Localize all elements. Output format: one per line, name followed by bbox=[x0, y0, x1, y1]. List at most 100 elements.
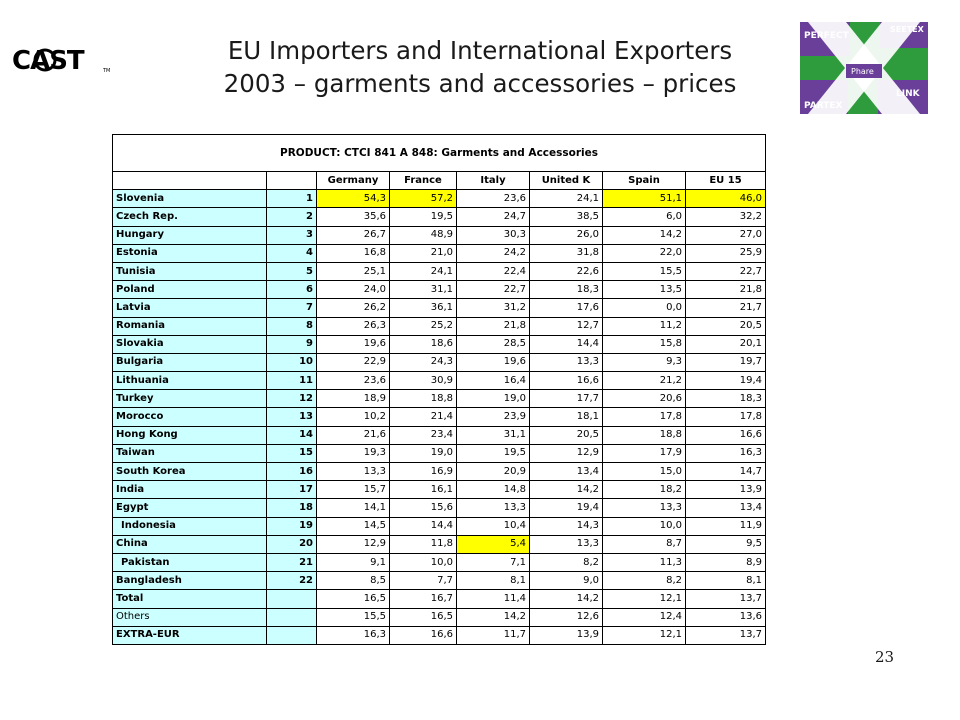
value-cell: 14,4 bbox=[529, 334, 603, 354]
value-cell: 57,2 bbox=[389, 189, 457, 209]
country-cell: Hungary bbox=[112, 225, 267, 245]
value-cell: 13,3 bbox=[529, 534, 603, 554]
value-cell: 22,0 bbox=[602, 243, 686, 263]
table-row: China 20 12,9 11,8 5,4 13,3 8,7 9,5 bbox=[112, 534, 766, 554]
svg-text:SEETEX: SEETEX bbox=[890, 25, 925, 34]
value-cell: 22,7 bbox=[685, 261, 766, 282]
value-cell: 16,3 bbox=[685, 443, 766, 464]
value-cell: 8,9 bbox=[685, 552, 766, 573]
value-cell: 18,9 bbox=[316, 389, 390, 409]
value-cell: 14,2 bbox=[456, 607, 530, 627]
value-cell: 35,6 bbox=[316, 207, 390, 227]
country-cell: Hong Kong bbox=[112, 425, 267, 445]
country-cell: Slovakia bbox=[112, 334, 267, 354]
country-cell: Poland bbox=[112, 280, 267, 300]
column-header: Germany bbox=[316, 170, 390, 191]
column-header: United K bbox=[529, 170, 603, 191]
table-row: Turkey 12 18,9 18,8 19,0 17,7 20,6 18,3 bbox=[112, 389, 766, 409]
table-row: Bulgaria 10 22,9 24,3 19,6 13,3 9,3 19,7 bbox=[112, 352, 766, 373]
value-cell: 8,7 bbox=[602, 534, 686, 554]
table-row: Bangladesh 22 8,5 7,7 8,1 9,0 8,2 8,1 bbox=[112, 571, 766, 591]
value-cell: 16,6 bbox=[529, 371, 603, 391]
value-cell: 16,4 bbox=[456, 371, 530, 391]
value-cell: 19,5 bbox=[456, 443, 530, 464]
value-cell: 8,5 bbox=[316, 571, 390, 591]
value-cell: 24,3 bbox=[389, 352, 457, 373]
value-cell: 17,9 bbox=[602, 443, 686, 464]
country-cell: Lithuania bbox=[112, 371, 267, 391]
value-cell: 23,6 bbox=[316, 371, 390, 391]
value-cell: 10,2 bbox=[316, 407, 390, 427]
rank-cell: 9 bbox=[266, 334, 317, 354]
value-cell: 16,8 bbox=[316, 243, 390, 263]
value-cell: 19,0 bbox=[456, 389, 530, 409]
rank-cell bbox=[266, 607, 317, 627]
value-cell: 5,4 bbox=[456, 534, 530, 554]
value-cell: 12,9 bbox=[316, 534, 390, 554]
rank-cell bbox=[266, 589, 317, 609]
value-cell: 20,1 bbox=[685, 334, 766, 354]
value-cell: 7,1 bbox=[456, 552, 530, 573]
value-cell: 15,0 bbox=[602, 461, 686, 482]
perfect-seetex-partex-link-logo: PERFECT SEETEX Phare PARTEX LINK bbox=[800, 22, 928, 114]
value-cell: 10,0 bbox=[602, 516, 686, 536]
table-row: Slovenia 1 54,3 57,2 23,6 24,1 51,1 46,0 bbox=[112, 189, 766, 209]
table-row: Egypt 18 14,1 15,6 13,3 19,4 13,3 13,4 bbox=[112, 498, 766, 518]
value-cell: 21,8 bbox=[456, 316, 530, 336]
value-cell: 15,8 bbox=[602, 334, 686, 354]
value-cell: 12,1 bbox=[602, 625, 686, 645]
value-cell: 18,8 bbox=[389, 389, 457, 409]
value-cell: 20,5 bbox=[529, 425, 603, 445]
value-cell: 16,5 bbox=[389, 607, 457, 627]
value-cell: 18,3 bbox=[529, 280, 603, 300]
value-cell: 31,8 bbox=[529, 243, 603, 263]
table-row: Estonia 4 16,8 21,0 24,2 31,8 22,0 25,9 bbox=[112, 243, 766, 263]
rank-cell: 5 bbox=[266, 261, 317, 282]
value-cell: 11,9 bbox=[685, 516, 766, 536]
column-header-row: Germany France Italy United K Spain EU 1… bbox=[112, 170, 766, 191]
value-cell: 24,0 bbox=[316, 280, 390, 300]
rank-cell: 2 bbox=[266, 207, 317, 227]
value-cell: 26,7 bbox=[316, 225, 390, 245]
price-table-body: PRODUCT: CTCI 841 A 848: Garments and Ac… bbox=[112, 134, 766, 645]
value-cell: 11,2 bbox=[602, 316, 686, 336]
value-cell: 19,4 bbox=[529, 498, 603, 518]
price-table: PRODUCT: CTCI 841 A 848: Garments and Ac… bbox=[112, 134, 766, 645]
value-cell: 13,6 bbox=[685, 607, 766, 627]
value-cell: 26,2 bbox=[316, 298, 390, 318]
country-cell: Bulgaria bbox=[112, 352, 267, 373]
value-cell: 16,6 bbox=[685, 425, 766, 445]
rank-cell: 6 bbox=[266, 280, 317, 300]
cast-logo-ring bbox=[33, 48, 57, 72]
table-row: Czech Rep. 2 35,6 19,5 24,7 38,5 6,0 32,2 bbox=[112, 207, 766, 227]
value-cell: 13,3 bbox=[602, 498, 686, 518]
rank-cell: 14 bbox=[266, 425, 317, 445]
value-cell: 14,2 bbox=[529, 480, 603, 500]
value-cell: 25,1 bbox=[316, 261, 390, 282]
value-cell: 31,1 bbox=[389, 280, 457, 300]
value-cell: 13,4 bbox=[685, 498, 766, 518]
value-cell: 15,5 bbox=[316, 607, 390, 627]
value-cell: 10,4 bbox=[456, 516, 530, 536]
column-header: Italy bbox=[456, 170, 530, 191]
table-row: Others 15,5 16,5 14,2 12,6 12,4 13,6 bbox=[112, 607, 766, 627]
value-cell: 19,7 bbox=[685, 352, 766, 373]
value-cell: 54,3 bbox=[316, 189, 390, 209]
value-cell: 13,7 bbox=[685, 589, 766, 609]
value-cell: 0,0 bbox=[602, 298, 686, 318]
value-cell: 28,5 bbox=[456, 334, 530, 354]
value-cell: 14,7 bbox=[685, 461, 766, 482]
value-cell: 17,7 bbox=[529, 389, 603, 409]
value-cell: 12,6 bbox=[529, 607, 603, 627]
value-cell: 21,2 bbox=[602, 371, 686, 391]
value-cell: 23,9 bbox=[456, 407, 530, 427]
header-blank-rank bbox=[266, 170, 317, 191]
value-cell: 48,9 bbox=[389, 225, 457, 245]
svg-text:PARTEX: PARTEX bbox=[804, 101, 843, 111]
rank-cell: 13 bbox=[266, 407, 317, 427]
rank-cell: 12 bbox=[266, 389, 317, 409]
column-header: Spain bbox=[602, 170, 686, 191]
column-header: France bbox=[389, 170, 457, 191]
value-cell: 14,1 bbox=[316, 498, 390, 518]
value-cell: 15,5 bbox=[602, 261, 686, 282]
